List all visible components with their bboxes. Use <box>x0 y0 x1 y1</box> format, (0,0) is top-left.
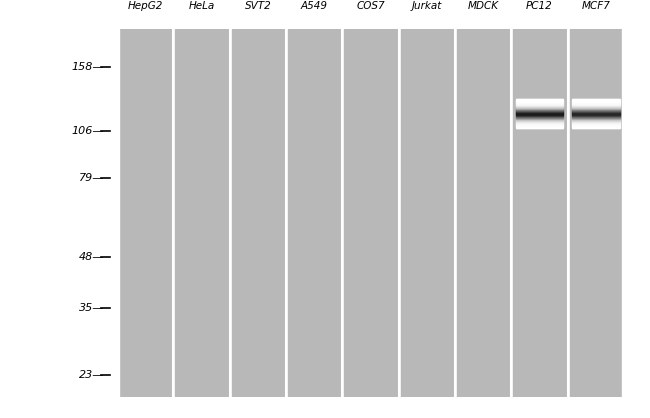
Bar <box>572 105 620 106</box>
Bar <box>515 102 564 103</box>
Bar <box>515 105 564 106</box>
Bar <box>572 121 620 122</box>
Bar <box>515 122 564 123</box>
Bar <box>572 104 620 105</box>
Bar <box>457 29 510 397</box>
Bar <box>515 107 564 108</box>
Bar <box>515 123 564 124</box>
Text: 35—: 35— <box>79 303 104 313</box>
Text: PC12: PC12 <box>526 1 553 11</box>
Bar <box>515 115 564 116</box>
Text: 158—: 158— <box>72 62 104 72</box>
Text: A549: A549 <box>301 1 328 11</box>
Text: SVT2: SVT2 <box>244 1 271 11</box>
Bar <box>572 108 620 109</box>
Bar <box>515 119 564 120</box>
Bar <box>514 29 566 397</box>
Bar <box>572 127 620 128</box>
Bar <box>572 112 620 113</box>
Bar <box>572 101 620 102</box>
Bar <box>572 126 620 127</box>
Bar <box>344 29 396 397</box>
Bar <box>107 29 119 397</box>
Bar <box>572 115 620 116</box>
Bar <box>400 29 453 397</box>
Bar <box>572 110 620 111</box>
Bar <box>515 127 564 128</box>
Bar <box>572 109 620 110</box>
Bar <box>515 112 564 113</box>
Text: HepG2: HepG2 <box>127 1 163 11</box>
Bar <box>515 101 564 102</box>
Text: Jurkat: Jurkat <box>411 1 442 11</box>
Bar <box>119 29 172 397</box>
Bar <box>572 99 620 100</box>
Text: 23—: 23— <box>79 370 104 380</box>
Bar <box>515 120 564 121</box>
Bar <box>515 113 564 114</box>
Bar <box>622 29 634 397</box>
Bar <box>572 123 620 124</box>
Bar <box>515 114 564 115</box>
Bar <box>515 109 564 110</box>
Bar <box>572 124 620 125</box>
Bar <box>572 103 620 104</box>
Bar <box>515 116 564 117</box>
Bar <box>572 119 620 120</box>
Text: 48—: 48— <box>79 252 104 262</box>
Text: MCF7: MCF7 <box>581 1 610 11</box>
Bar <box>515 124 564 125</box>
Bar <box>515 117 564 118</box>
Bar <box>515 125 564 126</box>
Bar <box>572 114 620 115</box>
Bar <box>515 99 564 100</box>
Bar <box>515 108 564 109</box>
Bar <box>515 103 564 104</box>
Bar <box>569 29 622 397</box>
Bar <box>515 111 564 112</box>
Bar <box>572 117 620 118</box>
Bar <box>572 113 620 114</box>
Bar <box>572 125 620 126</box>
Text: 106—: 106— <box>72 126 104 136</box>
Text: MDCK: MDCK <box>467 1 499 11</box>
Bar <box>572 120 620 121</box>
Bar <box>515 121 564 122</box>
Text: COS7: COS7 <box>356 1 385 11</box>
Bar <box>572 116 620 117</box>
Text: 79—: 79— <box>79 173 104 183</box>
Bar <box>176 29 227 397</box>
Bar <box>572 107 620 108</box>
Bar <box>572 118 620 119</box>
Bar <box>515 110 564 111</box>
Bar <box>515 104 564 105</box>
Bar <box>515 118 564 119</box>
Bar <box>288 29 341 397</box>
Bar <box>231 29 284 397</box>
Bar <box>572 106 620 107</box>
Bar <box>515 100 564 101</box>
Bar <box>572 111 620 112</box>
Bar <box>572 100 620 101</box>
Text: HeLa: HeLa <box>188 1 215 11</box>
Bar <box>572 102 620 103</box>
Bar <box>572 122 620 123</box>
Bar <box>515 126 564 127</box>
Bar <box>515 106 564 107</box>
